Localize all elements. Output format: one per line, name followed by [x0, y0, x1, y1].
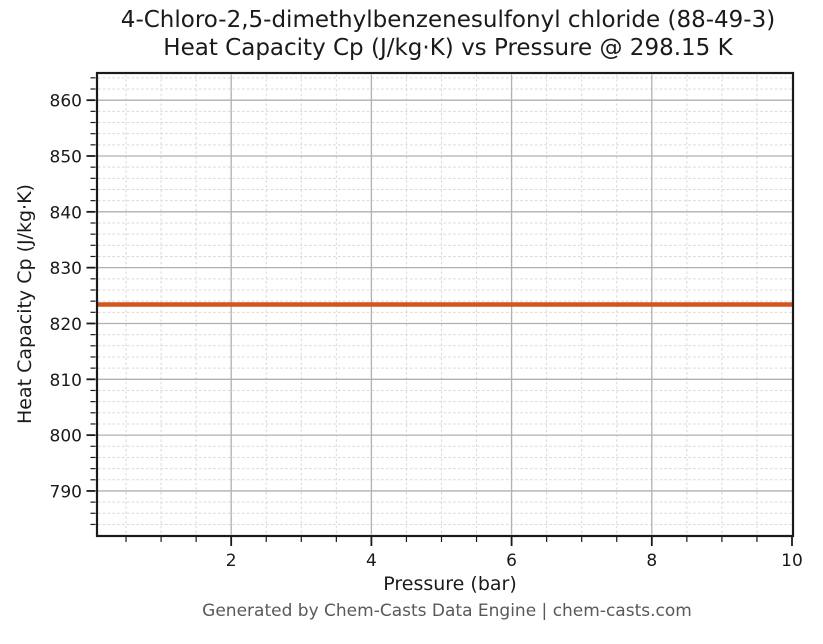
x-axis-label: Pressure (bar)	[383, 573, 517, 595]
y-tick-label: 790	[50, 482, 82, 502]
x-tick-label: 10	[781, 551, 803, 571]
footer-credit: Generated by Chem-Casts Data Engine | ch…	[202, 601, 692, 621]
x-tick-label: 6	[506, 551, 517, 571]
y-tick-label: 810	[50, 371, 82, 391]
y-tick-label: 830	[50, 259, 82, 279]
x-tick-label: 2	[226, 551, 237, 571]
y-tick-label: 840	[50, 203, 82, 223]
chart-title: 4-Chloro-2,5-dimethylbenzenesulfonyl chl…	[121, 6, 775, 62]
plot-border	[95, 71, 795, 538]
x-tick-label: 4	[366, 551, 377, 571]
y-tick-label: 850	[50, 148, 82, 168]
y-tick-label: 860	[50, 92, 82, 112]
x-tick-label: 8	[646, 551, 657, 571]
chart-title-line1: 4-Chloro-2,5-dimethylbenzenesulfonyl chl…	[120, 7, 776, 33]
y-tick-label: 800	[50, 427, 82, 447]
chart-title-line2: Heat Capacity Cp (J/kg·K) vs Pressure @ …	[163, 35, 733, 61]
y-tick-label: 820	[50, 315, 82, 335]
y-axis-label: Heat Capacity Cp (J/kg·K)	[14, 184, 36, 424]
